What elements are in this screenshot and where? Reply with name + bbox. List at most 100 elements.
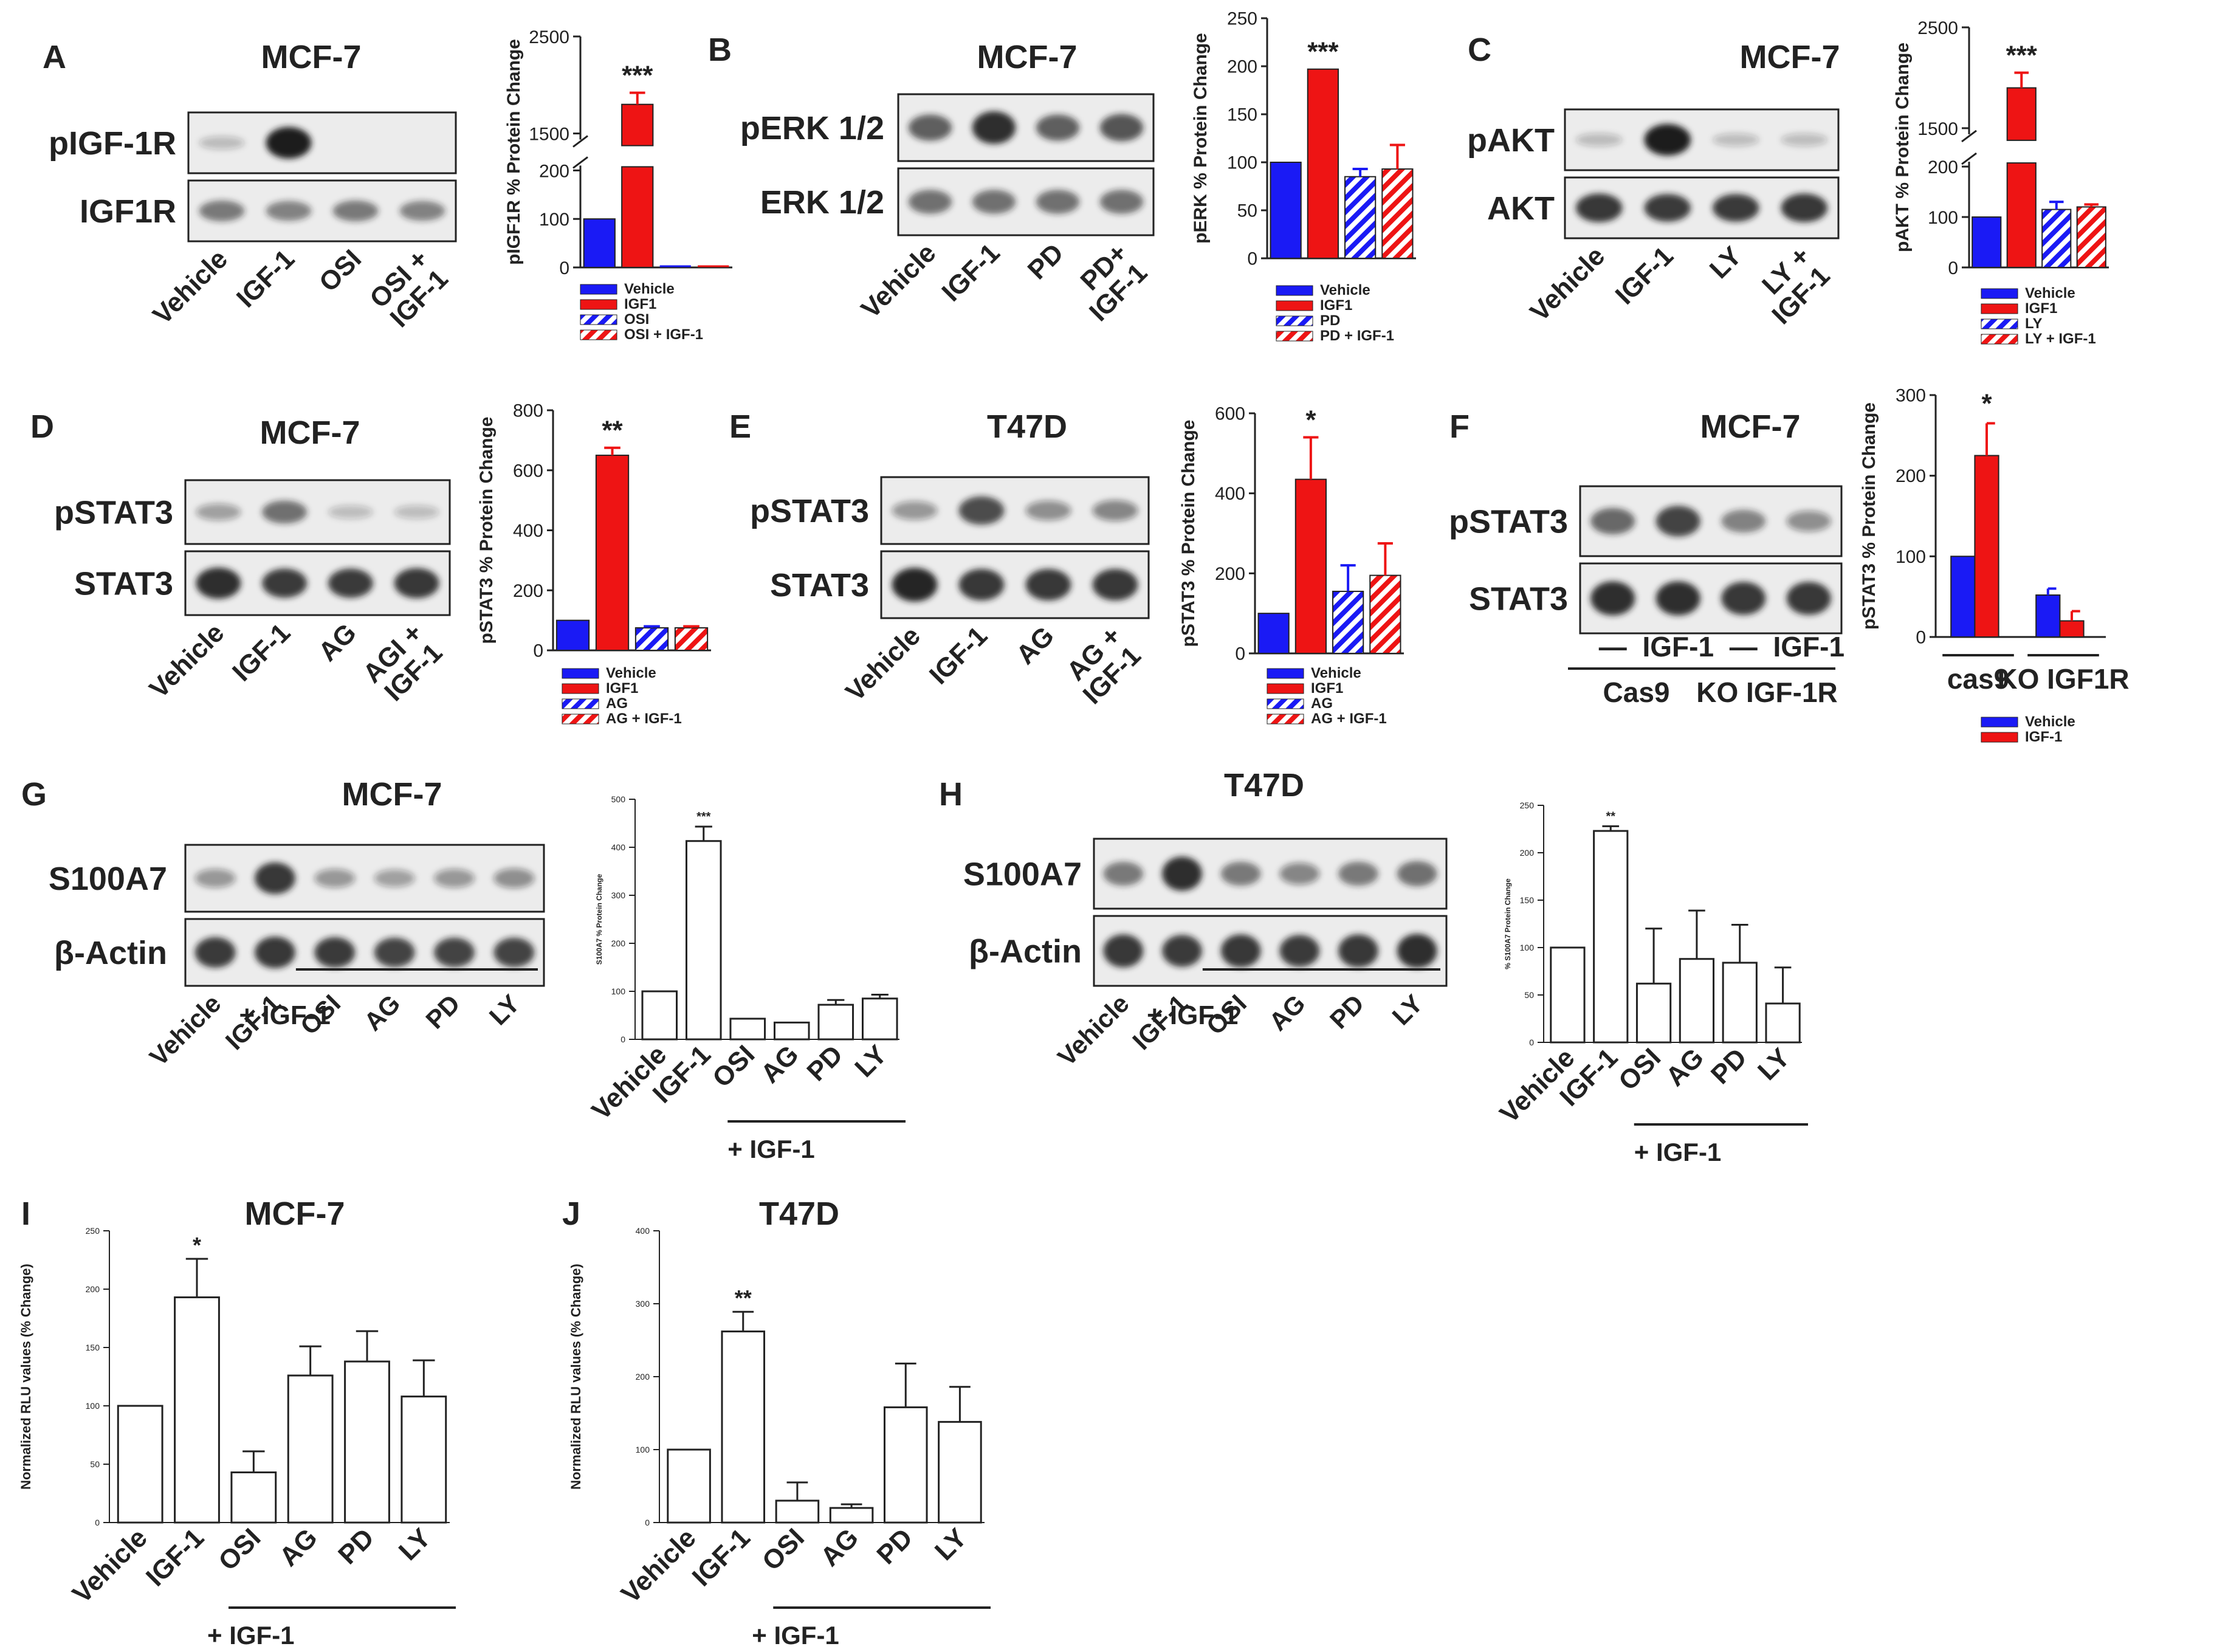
x-category-label: IGF-1 — [140, 1523, 210, 1592]
y-tick-label: 150 — [1227, 105, 1257, 125]
y-tick-label: 0 — [533, 641, 543, 661]
y-tick-label: 200 — [1520, 848, 1535, 858]
blot-strip — [184, 918, 545, 987]
bar — [401, 1396, 447, 1524]
blot-band — [1781, 193, 1827, 222]
blot-band — [1092, 569, 1138, 601]
blot-lane-label: Vehicle — [144, 618, 230, 704]
x-category-label: KO IGF1R — [1997, 663, 2129, 695]
blot-lane-label: AG +IGF-1 — [1057, 621, 1147, 710]
y-tick-label: 400 — [513, 521, 543, 541]
bar — [1294, 478, 1327, 654]
y-tick-label: 0 — [559, 258, 569, 278]
significance-mark: ** — [735, 1285, 752, 1310]
blot-lane-label: OSI — [314, 244, 367, 297]
blot-band — [255, 862, 295, 894]
bar — [621, 166, 654, 268]
bar — [1344, 176, 1377, 260]
bar — [1369, 574, 1401, 654]
y-tick-label: 300 — [611, 890, 626, 900]
y-tick-label: 200 — [1896, 466, 1926, 486]
y-axis-label: pSTAT3 % Protein Change — [1859, 402, 1879, 630]
blot-row-label: STAT3 — [74, 565, 173, 602]
chart-i: 0 50 100 150 200 250 Normalized RLU values (% … — [18, 1226, 456, 1650]
blot-band — [434, 937, 475, 968]
bar — [1307, 68, 1339, 260]
blot-band — [972, 111, 1016, 144]
x-category-label: IGF-1 — [687, 1523, 756, 1592]
panel-title-g: MCF-7 — [342, 776, 442, 813]
blot-band — [1092, 500, 1138, 521]
blot-lane-label: IGF-1 — [1642, 631, 1714, 663]
blot-band — [958, 496, 1005, 525]
legend-swatch — [1981, 318, 2018, 329]
blot-band — [196, 567, 241, 599]
x-category-label: OSI — [707, 1039, 760, 1093]
blot-band — [1103, 861, 1144, 886]
legend-swatch — [562, 714, 599, 724]
blot-band — [1338, 861, 1378, 886]
blot-lane-label: IGF-1 — [1773, 631, 1844, 663]
y-tick-label: 50 — [1237, 201, 1257, 221]
chart-j: 0 100 200 300 400 Normalized RLU values (% Ch… — [568, 1226, 991, 1650]
blot-band — [958, 569, 1005, 601]
blot-row-label: S100A7 — [963, 856, 1082, 892]
bar — [2006, 162, 2037, 268]
blot-band — [199, 200, 245, 222]
legend-swatch — [1267, 683, 1304, 694]
blot-band — [1338, 934, 1378, 968]
x-category-label: LY — [393, 1523, 437, 1566]
y-tick-label: 800 — [513, 401, 543, 421]
y-tick-label: 200 — [1928, 157, 1958, 177]
blot-row-label: ERK 1/2 — [760, 184, 884, 221]
bar — [674, 627, 709, 651]
blot-band — [196, 503, 241, 521]
bar — [729, 1017, 766, 1041]
blot-band — [1644, 124, 1691, 156]
blot-lane-label: Vehicle — [840, 621, 926, 707]
y-tick-label: 200 — [86, 1284, 100, 1294]
bar — [1635, 982, 1672, 1044]
blot-band — [194, 937, 236, 968]
axis-break-mark — [1961, 152, 1977, 165]
blot-band — [332, 200, 379, 222]
blot-band — [1644, 194, 1691, 222]
blot-band — [1025, 500, 1071, 521]
blot-band — [892, 568, 938, 602]
blot-row-label: STAT3 — [770, 567, 869, 604]
x-category-label: LY — [929, 1523, 973, 1566]
treatment-label: + IGF-1 — [1634, 1138, 1722, 1166]
y-tick-label: 200 — [1215, 564, 1245, 584]
panel-letter-c: C — [1468, 32, 1491, 68]
y-tick-label: 200 — [539, 161, 569, 181]
y-tick-label: 100 — [1896, 547, 1926, 567]
blot-lane-label: AG — [359, 989, 406, 1036]
y-tick-label: 1500 — [529, 125, 569, 145]
panel-title-b: MCF-7 — [977, 39, 1078, 75]
y-tick-label: 400 — [1215, 484, 1245, 504]
blot-lane-label: — — [1730, 631, 1758, 663]
blot-band — [1576, 193, 1623, 222]
x-category-label: AG — [1660, 1042, 1710, 1092]
panel-letter-i: I — [21, 1196, 30, 1232]
blot-band — [314, 937, 356, 968]
blot-row-label: pSTAT3 — [750, 493, 869, 529]
y-axis-label: S100A7 % Protein Change — [595, 873, 603, 965]
blot-lane-label: Vehicle — [147, 244, 233, 330]
bar — [1974, 455, 1999, 638]
blot-band — [328, 505, 373, 519]
blot-lane-label: IGF-1 — [936, 238, 1005, 307]
y-tick-label: 150 — [86, 1343, 100, 1352]
blot-band — [908, 114, 952, 141]
blot-row-label: S100A7 — [49, 861, 167, 897]
blot-band — [1103, 934, 1144, 968]
blot-band — [1576, 133, 1623, 146]
legend-label: IGF1 — [624, 296, 656, 312]
x-category-label: Vehicle — [67, 1523, 153, 1609]
legend-swatch — [1981, 288, 2018, 299]
blot-band — [1162, 935, 1202, 967]
blot-band — [1786, 582, 1831, 615]
blot-strip — [1093, 915, 1448, 987]
legend-label: Vehicle — [1320, 282, 1370, 298]
